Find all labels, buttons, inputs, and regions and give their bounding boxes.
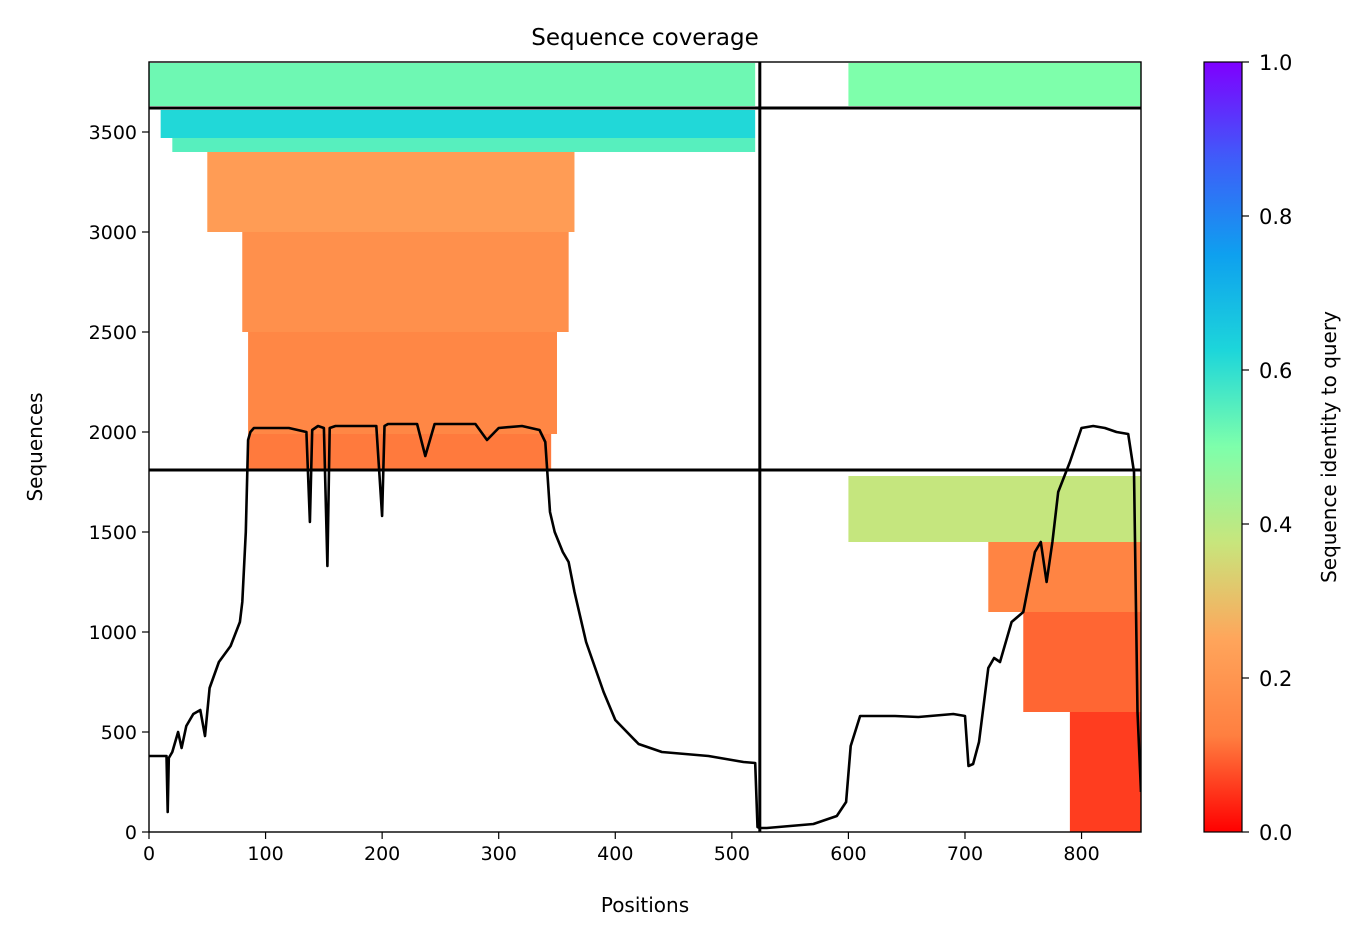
- coverage-block: [242, 232, 569, 332]
- y-tick-label: 1000: [89, 622, 137, 644]
- x-tick-label: 600: [830, 843, 866, 865]
- coverage-block: [160, 110, 756, 138]
- coverage-heatmap: [149, 63, 1141, 832]
- plot-frame: [148, 61, 1142, 833]
- colorbar-ticks: 0.0 0.2 0.4 0.6 0.8 1.0: [1242, 51, 1292, 845]
- x-tick-label: 100: [247, 843, 283, 865]
- colorbar: [1203, 61, 1243, 833]
- coverage-block: [848, 63, 1141, 106]
- segment-boundaries: [149, 62, 1141, 832]
- coverage-block: [248, 434, 552, 470]
- colorbar-label: Sequence identity to query: [1317, 311, 1341, 583]
- x-tick-label: 500: [714, 843, 750, 865]
- colorbar-tick-label: 1.0: [1259, 51, 1292, 75]
- x-axis-label: Positions: [601, 893, 689, 917]
- coverage-block: [988, 542, 1141, 612]
- chart-title: Sequence coverage: [531, 25, 759, 51]
- coverage-line-layer: [149, 422, 1141, 830]
- coverage-block: [248, 332, 557, 434]
- colorbar-tick-label: 0.6: [1259, 359, 1292, 383]
- y-tick-label: 500: [101, 722, 137, 744]
- x-axis-ticks: 0 100 200 300 400 500 600 700 800: [143, 832, 1100, 865]
- y-tick-label: 2000: [89, 422, 137, 444]
- y-tick-label: 3000: [89, 222, 137, 244]
- y-tick-label: 2500: [89, 322, 137, 344]
- colorbar-tick-label: 0.8: [1259, 205, 1292, 229]
- colorbar-tick-label: 0.0: [1259, 821, 1292, 845]
- y-axis-ticks: 0 500 1000 1500 2000 2500 3000 3500: [89, 122, 149, 844]
- y-tick-label: 0: [125, 822, 137, 844]
- x-tick-label: 700: [947, 843, 983, 865]
- coverage-block: [172, 138, 756, 152]
- colorbar-tick-label: 0.4: [1259, 513, 1292, 537]
- colorbar-tick-label: 0.2: [1259, 667, 1292, 691]
- coverage-block: [149, 63, 756, 106]
- coverage-line: [149, 422, 1141, 830]
- x-tick-label: 0: [143, 843, 155, 865]
- coverage-block: [207, 152, 575, 232]
- y-tick-label: 3500: [89, 122, 137, 144]
- coverage-block: [848, 476, 1141, 542]
- y-axis-label: Sequences: [23, 392, 47, 501]
- coverage-block: [1069, 712, 1141, 832]
- x-tick-label: 800: [1063, 843, 1099, 865]
- x-tick-label: 400: [597, 843, 633, 865]
- y-tick-label: 1500: [89, 522, 137, 544]
- x-tick-label: 200: [364, 843, 400, 865]
- x-tick-label: 300: [481, 843, 517, 865]
- coverage-block: [1023, 612, 1141, 712]
